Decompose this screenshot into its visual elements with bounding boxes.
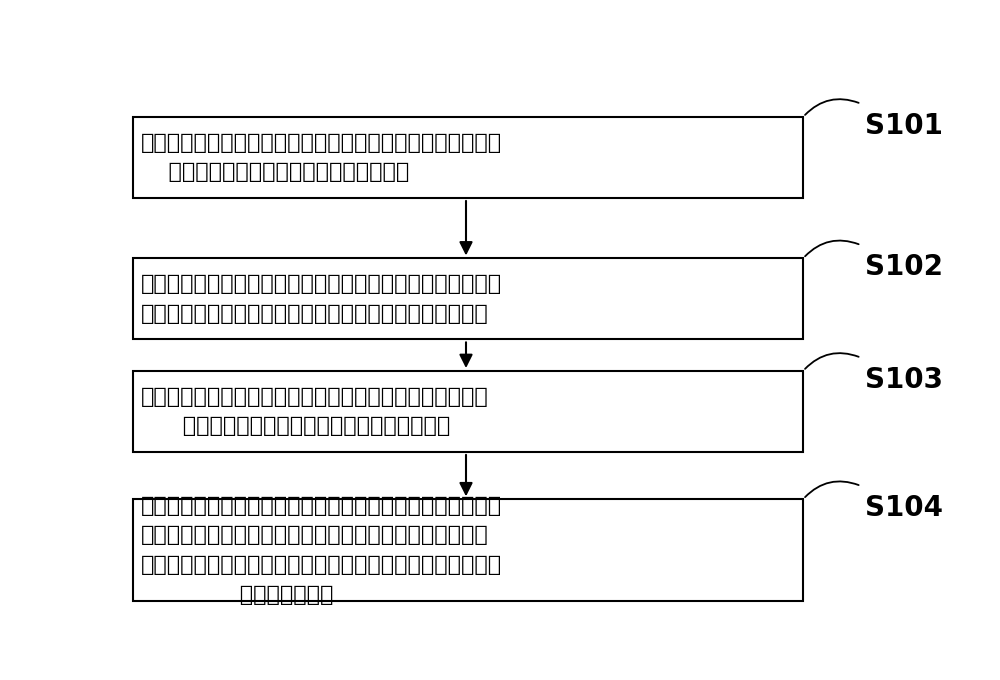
Bar: [133, 258, 803, 339]
Text: 进行农作物肥料的制备，将农作物肥料与水混合后得到液体肥
料；通过渗灌管道将混有液体肥料的灌溉水流入土壤中进行
施肥，并根据三维施肥比例控制模型控制所述渗灌管道输: 进行农作物肥料的制备，将农作物肥料与水混合后得到液体肥 料；通过渗灌管道将混有液…: [140, 496, 502, 605]
Bar: [133, 371, 803, 452]
FancyArrowPatch shape: [805, 241, 859, 256]
FancyArrowPatch shape: [805, 353, 859, 369]
Text: 种植同一时间的农作物和参考作物，所述参考作物种植在所述
    农作物的一侧并且预留一定量的空间范围: 种植同一时间的农作物和参考作物，所述参考作物种植在所述 农作物的一侧并且预留一定…: [140, 133, 502, 182]
Text: S104: S104: [865, 494, 943, 522]
Text: 通过计算终端计算所述参考作物的根系分布，通过模拟生成沿
垂线方向不同土层，并对所述不同土层进行水肥比例的计算: 通过计算终端计算所述参考作物的根系分布，通过模拟生成沿 垂线方向不同土层，并对所…: [140, 274, 502, 324]
Text: S103: S103: [865, 366, 943, 394]
Bar: [133, 499, 803, 601]
Text: 通过探测装置探测不同土层内参考作物的根系分布情况；以
      农作物茎秆为圆心，将渗灌管道埋于渗灌坑中: 通过探测装置探测不同土层内参考作物的根系分布情况；以 农作物茎秆为圆心，将渗灌管…: [140, 387, 488, 437]
Bar: [133, 117, 803, 198]
FancyArrowPatch shape: [805, 481, 859, 497]
FancyArrowPatch shape: [805, 99, 859, 115]
Text: S101: S101: [865, 112, 943, 139]
Text: S102: S102: [865, 253, 943, 281]
